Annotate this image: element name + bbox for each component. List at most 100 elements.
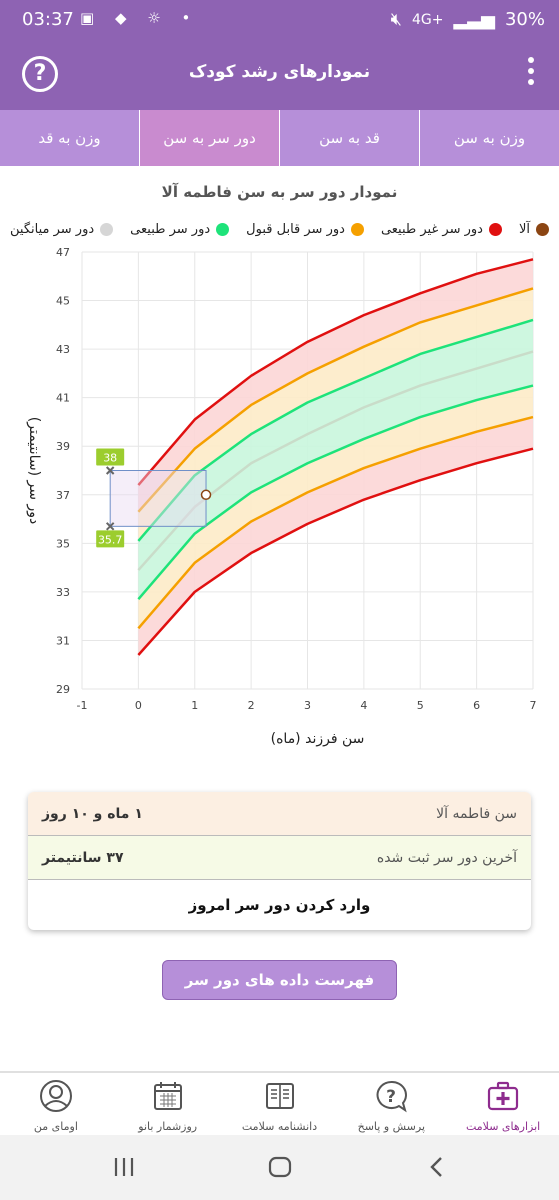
battery-label: 30% <box>504 9 545 30</box>
signal-icon: ▂▃▅ <box>453 9 495 30</box>
nav-encyclopedia[interactable]: دانشنامه سلامت <box>224 1073 336 1135</box>
nav-label: دانشنامه سلامت <box>241 1120 318 1133</box>
y-tick-label: 29 <box>56 683 70 696</box>
band-normal-high <box>138 319 533 571</box>
enter-today-button[interactable]: وارد کردن دور سر امروز <box>188 896 371 914</box>
range-max-label-bg <box>96 448 125 466</box>
nav-profile[interactable]: اومای من <box>0 1073 112 1135</box>
series-line-5[interactable] <box>137 287 534 513</box>
legend-label: دور سر میانگین <box>10 222 95 237</box>
nav-qa[interactable]: ? پرسش و پاسخ <box>335 1073 447 1135</box>
y-axis-label: دور سر (سانتیمتر) <box>26 417 42 524</box>
y-tick-label: 43 <box>56 343 70 356</box>
medical-kit-icon <box>487 1081 519 1111</box>
y-tick-label: 47 <box>56 246 70 259</box>
app-bar: ? نمودارهای رشد کودک <box>0 40 559 110</box>
calendar-icon <box>153 1082 182 1110</box>
tab-weight-age[interactable]: وزن به سن <box>419 110 559 166</box>
legend-dot-icon <box>216 223 230 236</box>
y-tick-label: 39 <box>56 440 70 453</box>
back-icon[interactable] <box>426 1155 450 1179</box>
x-tick-label: 6 <box>473 699 480 712</box>
data-list-button[interactable]: فهرست داده های دور سر فاطمه آلا <box>162 960 397 1027</box>
series-line-0[interactable] <box>137 447 534 656</box>
nav-label: ابزارهای سلامت <box>465 1120 541 1133</box>
age-label: سن فاطمه آلا <box>436 805 517 822</box>
legend-item-normal[interactable]: دور سر طبیعی <box>130 222 230 237</box>
nav-calendar[interactable]: روزشمار بانو <box>112 1073 224 1135</box>
network-label: 4G+ <box>411 11 444 28</box>
age-row: سن فاطمه آلا ۱ ماه و ۱۰ روز <box>28 792 531 836</box>
legend-item-average[interactable]: دور سر میانگین <box>10 222 114 237</box>
x-tick-label: 2 <box>248 699 255 712</box>
mute-icon: 🔇︎ <box>390 9 402 30</box>
x-tick-label: 1 <box>191 699 198 712</box>
tab-head-age[interactable]: دور سر به سن <box>139 110 279 166</box>
band-abnormal-low <box>138 417 533 656</box>
question-bubble-icon: ? <box>376 1080 408 1113</box>
x-axis-label: سن فرزند (ماه) <box>271 731 365 747</box>
legend-dot-icon <box>350 223 364 236</box>
nav-label: اومای من <box>33 1120 78 1133</box>
legend-item-child[interactable]: آلا <box>519 222 549 237</box>
app-title: نمودارهای رشد کودک <box>188 62 371 82</box>
legend-item-abnormal[interactable]: دور سر غیر طبیعی <box>381 222 502 237</box>
svg-text:?: ? <box>386 1087 396 1107</box>
info-card: سن فاطمه آلا ۱ ماه و ۱۰ روز آخرین دور سر… <box>28 792 531 930</box>
y-tick-label: 31 <box>56 634 70 647</box>
series-line-6[interactable] <box>137 258 534 486</box>
more-options-icon[interactable] <box>527 57 535 93</box>
tab-weight-height[interactable]: وزن به قد <box>38 129 101 147</box>
legend-dot-icon <box>488 223 502 236</box>
recent-apps-icon[interactable] <box>112 1155 136 1179</box>
legend-label: آلا <box>518 222 530 237</box>
help-icon[interactable]: ? <box>22 56 58 92</box>
range-min-label-bg <box>96 530 125 548</box>
last-measure-value: ۳۷ سانتیمتر <box>42 849 124 866</box>
legend-label: دور سر قابل قبول <box>246 222 345 237</box>
x-tick-label: 3 <box>304 699 311 712</box>
legend-item-acceptable[interactable]: دور سر قابل قبول <box>246 222 364 237</box>
legend-dot-icon <box>536 223 549 236</box>
profile-icon <box>39 1080 72 1112</box>
notification-icons: ▣ ◆ ☼ • <box>80 9 199 27</box>
chart-title: نمودار دور سر به سن فاطمه آلا <box>161 183 398 201</box>
x-tick-label: 0 <box>135 699 142 712</box>
status-bar: 03:37 ▣ ◆ ☼ • 🔇︎ 4G+ ▂▃▅ 30% <box>0 0 559 40</box>
series-line-1[interactable] <box>137 415 534 630</box>
legend-label: دور سر غیر طبیعی <box>380 222 483 237</box>
bottom-nav: ابزارهای سلامت ? پرسش و پاسخ دانشنامه سل… <box>0 1071 559 1135</box>
y-tick-label: 41 <box>56 392 70 405</box>
nav-label: پرسش و پاسخ <box>357 1120 426 1133</box>
status-right: 🔇︎ 4G+ ▂▃▅ 30% <box>391 9 545 30</box>
x-tick-label: -1 <box>77 699 88 712</box>
nav-label: روزشمار بانو <box>138 1120 198 1133</box>
last-measure-row: آخرین دور سر ثبت شده ۳۷ سانتیمتر <box>28 836 531 880</box>
age-value: ۱ ماه و ۱۰ روز <box>42 805 143 822</box>
x-tick-label: 5 <box>417 699 424 712</box>
status-time: 03:37 <box>22 9 74 30</box>
legend-dot-icon <box>100 223 114 236</box>
child-data-point[interactable] <box>200 489 212 501</box>
legend-label: دور سر طبیعی <box>130 222 211 237</box>
band-normal-low <box>138 351 533 600</box>
chart-legend: آلا دور سر غیر طبیعی دور سر قابل قبول دو… <box>10 222 549 237</box>
last-measure-label: آخرین دور سر ثبت شده <box>376 849 517 866</box>
range-min-marker <box>105 522 115 531</box>
y-tick-label: 37 <box>56 489 70 502</box>
system-nav-bar <box>0 1135 559 1200</box>
range-min-label: 35.7 <box>98 533 123 546</box>
book-icon <box>265 1083 294 1109</box>
nav-health-tools[interactable]: ابزارهای سلامت <box>447 1073 559 1135</box>
y-tick-label: 45 <box>56 295 70 308</box>
series-line-4[interactable] <box>137 318 534 542</box>
range-box <box>109 470 207 527</box>
x-tick-label: 4 <box>360 699 367 712</box>
x-tick-label: 7 <box>530 699 537 712</box>
tab-height-age[interactable]: قد به سن <box>279 110 419 166</box>
band-acceptable-low <box>138 385 533 629</box>
range-max-marker <box>105 466 115 475</box>
range-max-label: 38 <box>103 452 117 465</box>
home-icon[interactable] <box>268 1155 292 1179</box>
